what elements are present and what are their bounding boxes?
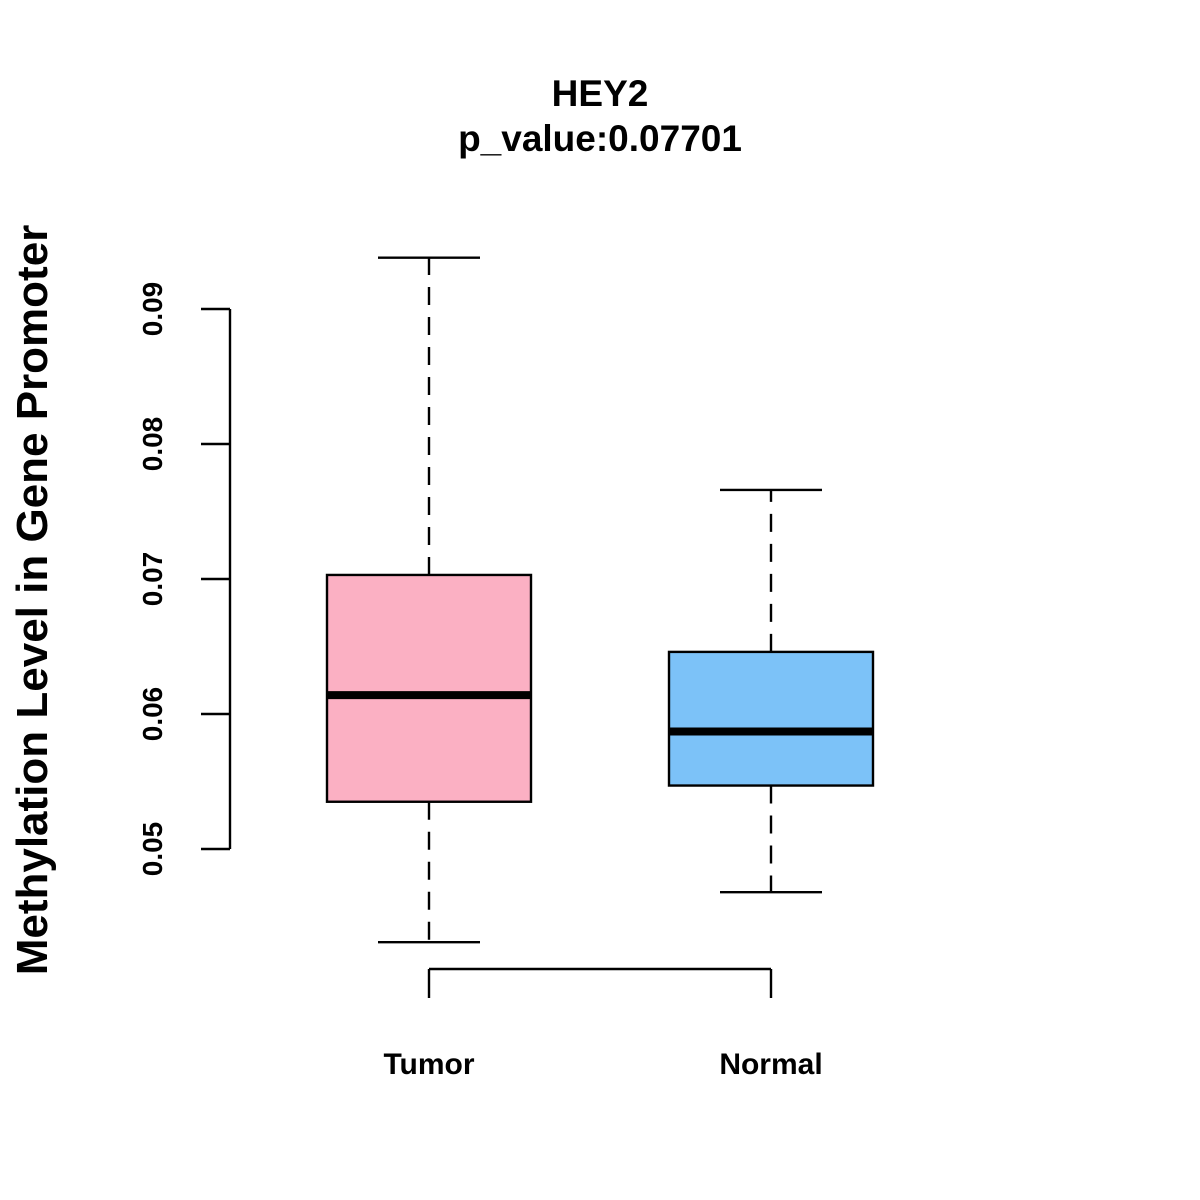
iqr-box xyxy=(325,573,533,803)
box-group-tumor xyxy=(325,256,533,944)
x-axis: Tumor Normal xyxy=(383,967,823,1081)
iqr-box xyxy=(667,650,875,787)
y-tick-label: 0.05 xyxy=(137,822,168,877)
y-axis-label: Methylation Level in Gene Promoter xyxy=(8,225,57,976)
boxes xyxy=(325,256,875,944)
x-tick-label-normal: Normal xyxy=(719,1048,822,1081)
chart-subtitle: p_value:0.07701 xyxy=(458,118,742,159)
y-tick-label: 0.09 xyxy=(137,282,168,337)
x-tick-label-tumor: Tumor xyxy=(383,1048,474,1081)
y-tick-label: 0.07 xyxy=(137,552,168,607)
box-group-normal xyxy=(667,488,875,894)
y-axis: 0.05 0.06 0.07 0.08 0.09 xyxy=(137,282,232,877)
y-tick-label: 0.08 xyxy=(137,417,168,472)
y-tick-label: 0.06 xyxy=(137,687,168,742)
chart-title: HEY2 xyxy=(552,73,649,114)
